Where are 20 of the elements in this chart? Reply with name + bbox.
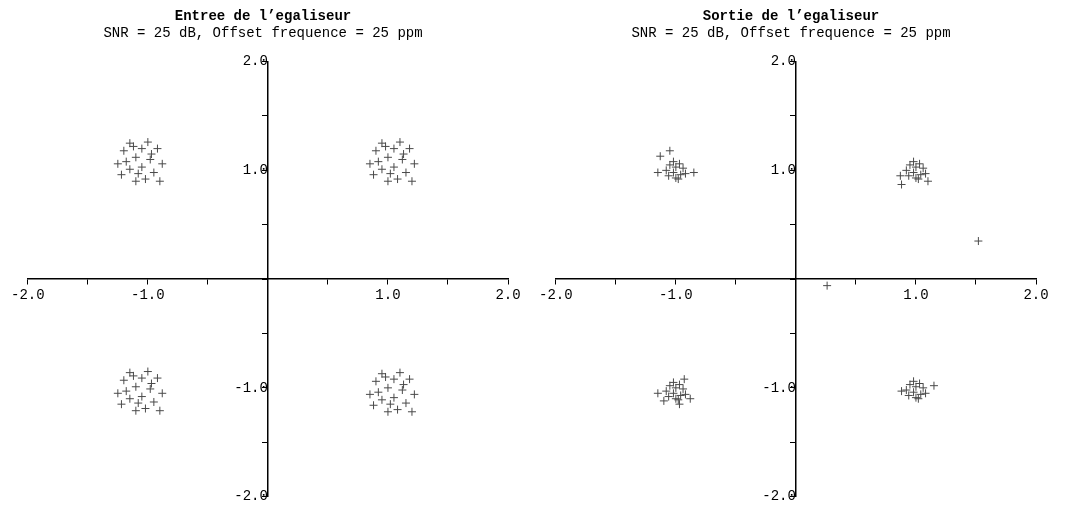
y-tick-label: -1.0 (234, 379, 268, 396)
x-tick-label: 2.0 (1023, 287, 1049, 304)
chart-title: Entree de l’egaliseur (174, 7, 352, 24)
y-tick-label: -2.0 (234, 488, 268, 505)
x-tick-label: -2.0 (11, 287, 45, 304)
x-tick-label: 1.0 (903, 287, 929, 304)
x-tick-label: -2.0 (539, 287, 573, 304)
x-tick-label: 2.0 (495, 287, 521, 304)
x-tick-label: 1.0 (375, 287, 401, 304)
chart-subtitle: SNR = 25 dB, Offset frequence = 25 ppm (631, 24, 951, 41)
y-tick-label: 1.0 (242, 162, 268, 179)
x-tick-label: -1.0 (659, 287, 693, 304)
y-tick-label: 1.0 (770, 162, 796, 179)
y-tick-label: -2.0 (762, 488, 796, 505)
y-tick-label: -1.0 (762, 379, 796, 396)
y-tick-label: 2.0 (770, 53, 796, 70)
x-tick-label: -1.0 (131, 287, 165, 304)
y-tick-label: 2.0 (242, 53, 268, 70)
chart-title: Sortie de l’egaliseur (702, 7, 880, 24)
chart-subtitle: SNR = 25 dB, Offset frequence = 25 ppm (103, 24, 423, 41)
